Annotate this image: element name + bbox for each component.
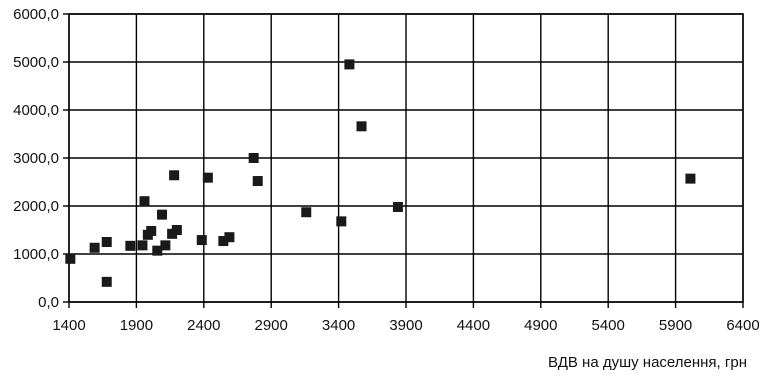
data-point (392, 201, 403, 212)
data-point (160, 240, 171, 251)
tick-labels: 1400 1900 2400 2900 3400 3900 4400 4900 5400 5900… (13, 6, 760, 334)
data-point (202, 172, 213, 183)
y-tick-label: 0,0 (38, 294, 59, 311)
data-point (344, 59, 355, 70)
x-tick-label: 2900 (255, 317, 288, 334)
x-tick-label: 5400 (592, 317, 625, 334)
data-point (169, 170, 180, 181)
y-tick-label: 1000,0 (13, 246, 59, 263)
data-point (252, 176, 263, 187)
data-point (356, 121, 367, 132)
x-tick-label: 3900 (389, 317, 422, 334)
data-point (336, 216, 347, 227)
data-point (89, 242, 100, 253)
y-tick-label: 2000,0 (13, 198, 59, 215)
x-tick-label: 3400 (322, 317, 355, 334)
data-point (125, 240, 136, 251)
data-point (146, 225, 157, 236)
data-point (218, 236, 229, 247)
grid-layer (68, 13, 744, 303)
x-tick-label: 6400 (726, 317, 759, 334)
data-point (685, 173, 696, 184)
data-point (139, 196, 150, 207)
x-tick-label: 4900 (524, 317, 557, 334)
data-point (137, 240, 148, 251)
data-point (157, 209, 168, 220)
data-point (152, 245, 163, 256)
data-point (224, 232, 235, 243)
x-tick-label: 1900 (120, 317, 153, 334)
data-point (101, 276, 112, 287)
x-tick-label: 1400 (52, 317, 85, 334)
data-point (248, 153, 259, 163)
data-point (196, 235, 207, 246)
x-tick-label: 2400 (187, 317, 220, 334)
y-tick-label: 3000,0 (13, 150, 59, 167)
y-tick-label: 4000,0 (13, 102, 59, 119)
x-axis-title: ВДВ на душу населення, грн (548, 354, 747, 371)
data-points (65, 59, 696, 287)
data-point (65, 253, 76, 264)
data-point (171, 225, 182, 235)
y-tick-label: 5000,0 (13, 54, 59, 71)
y-tick-label: 6000,0 (13, 6, 59, 23)
data-point (301, 207, 312, 218)
x-tick-label: 4400 (457, 317, 490, 334)
data-point (101, 237, 112, 247)
axis-layer (63, 13, 744, 308)
x-tick-label: 5900 (659, 317, 692, 334)
